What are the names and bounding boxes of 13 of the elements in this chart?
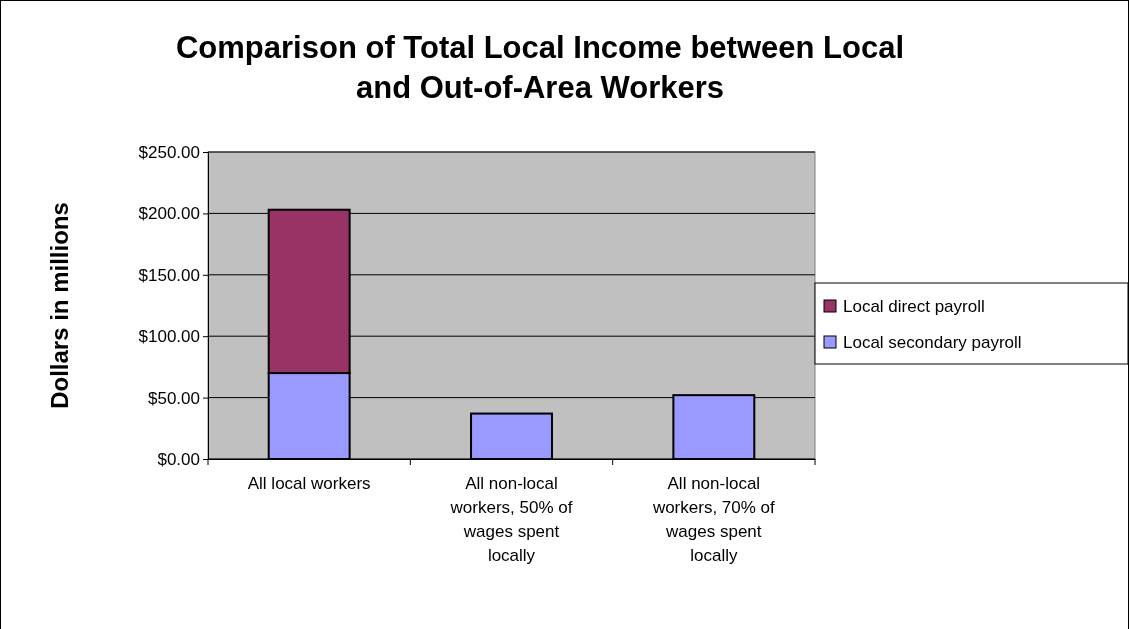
x-tick-label: All non-local workers, 70% of wages spent locally — [651, 474, 776, 565]
y-tick-label: $250.00 — [138, 142, 200, 162]
chart-title: Comparison of Total Local Income between Local and Out-of-Area Workers — [175, 30, 905, 105]
y-tick-label: $150.00 — [138, 265, 200, 285]
y-axis-title: Dollars in millions — [46, 202, 73, 409]
y-tick-label: $100.00 — [138, 327, 200, 347]
legend-label: Local direct payroll — [843, 297, 985, 316]
y-tick-label: $50.00 — [148, 388, 200, 408]
legend-label: Local secondary payroll — [843, 333, 1022, 352]
x-tick-label: All local workers — [247, 474, 371, 493]
x-tick-label: All non-local workers, 50% of wages spent locally — [449, 474, 573, 565]
y-tick-label: $0.00 — [157, 449, 200, 469]
y-tick-label: $200.00 — [138, 204, 200, 224]
